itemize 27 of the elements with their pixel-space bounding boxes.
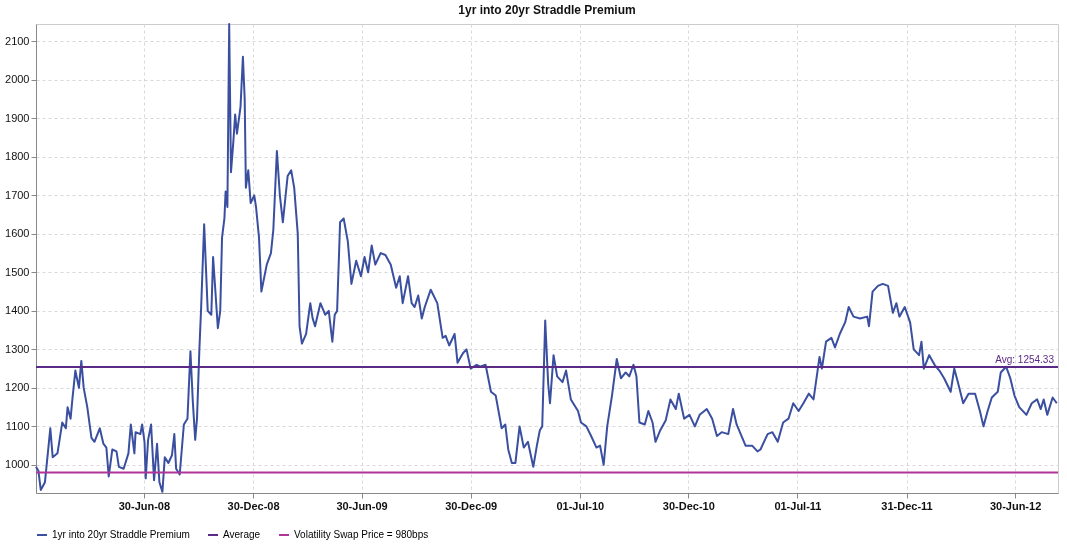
y-tick-label: 1600 bbox=[5, 227, 30, 240]
y-tick-label: 1300 bbox=[5, 342, 30, 355]
x-tick-label: 30-Jun-09 bbox=[336, 499, 388, 512]
x-tick-label: 30-Dec-10 bbox=[662, 499, 715, 512]
y-tick-label: 2000 bbox=[5, 73, 30, 86]
y-tick-label: 1100 bbox=[5, 419, 30, 432]
x-tick-label: 01-Jul-11 bbox=[774, 499, 822, 512]
legend-label: Volatility Swap Price = 980bps bbox=[294, 529, 429, 540]
y-tick-label: 1200 bbox=[5, 381, 30, 394]
x-tick-label: 01-Jul-10 bbox=[556, 499, 605, 512]
legend-label: 1yr into 20yr Straddle Premium bbox=[52, 529, 190, 540]
y-tick-label: 1400 bbox=[5, 304, 30, 317]
line-series bbox=[35, 23, 1058, 493]
annotation: Avg: 1254.33 bbox=[995, 353, 1055, 365]
y-tick-label: 2100 bbox=[5, 34, 30, 47]
legend-label: Average bbox=[223, 529, 261, 540]
x-tick-label: 30-Jun-08 bbox=[118, 499, 171, 512]
x-tick-label: 31-Dec-11 bbox=[881, 499, 933, 512]
x-tick-label: 30-Jun-12 bbox=[989, 499, 1042, 512]
y-tick-label: 1500 bbox=[5, 265, 30, 278]
x-tick-label: 30-Dec-09 bbox=[445, 499, 498, 512]
y-tick-label: 1900 bbox=[5, 111, 30, 124]
chart-title: 1yr into 20yr Straddle Premium bbox=[458, 3, 636, 17]
y-tick-label: 1800 bbox=[5, 150, 30, 163]
x-tick-label: 30-Dec-08 bbox=[227, 499, 280, 512]
y-tick-label: 1700 bbox=[5, 188, 30, 201]
y-tick-label: 1000 bbox=[5, 458, 30, 471]
